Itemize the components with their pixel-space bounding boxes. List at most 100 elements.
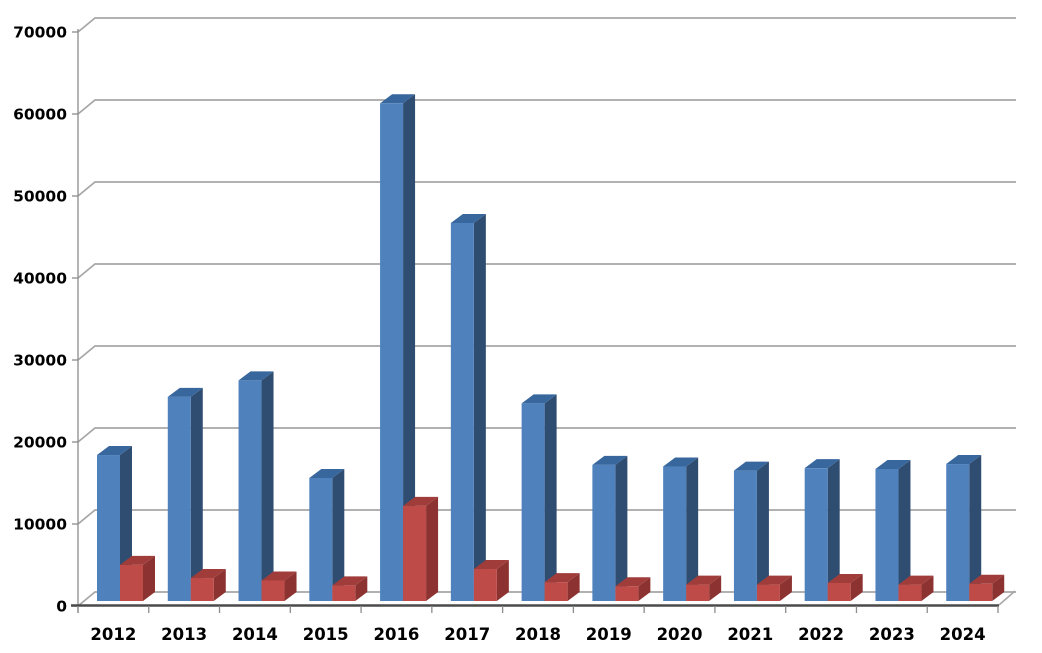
bar-2023-series-2-red-top xyxy=(898,575,934,585)
bar-2016-series-2-red-front xyxy=(403,505,427,601)
bar-2015-series-2-red-front xyxy=(332,585,356,601)
x-axis-label: 2019 xyxy=(586,625,632,644)
bar-2015-series-1-blue-side xyxy=(332,469,345,601)
bar-2022-series-2-red-front xyxy=(827,582,851,601)
bar-2021-series-1-blue-side xyxy=(756,461,769,601)
bar-2019-series-1-blue-top xyxy=(592,455,628,465)
y-axis-label: 10000 xyxy=(13,516,67,534)
bar-2017-series-1-blue-top xyxy=(450,213,486,223)
y-axis-label: 0 xyxy=(56,598,67,616)
bar-2017-series-2-red-top xyxy=(473,560,509,570)
x-axis-label: 2016 xyxy=(373,625,419,644)
bar-2013-series-2-red-front xyxy=(190,578,214,601)
gridline-40000 xyxy=(77,263,1016,279)
bar-2021-series-1-blue-front xyxy=(733,470,757,601)
x-axis-label: 2017 xyxy=(444,625,490,644)
bar-2024-series-2-red-top xyxy=(969,574,1005,584)
bar-2014-series-1-blue-front xyxy=(238,380,262,601)
bar-2023-series-1-blue-top xyxy=(875,459,911,469)
bar-2022-series-2-red-top xyxy=(827,573,863,583)
bar-2015-series-1-blue-top xyxy=(309,469,345,478)
bar-2022-series-2-red-side xyxy=(850,573,863,601)
x-axis-label: 2023 xyxy=(869,625,915,644)
bar-2022-series-1-blue-front xyxy=(804,468,828,601)
bar-2019-series-2-red-top xyxy=(615,577,651,587)
y-axis-label: 40000 xyxy=(13,270,67,288)
y-axis-label: 60000 xyxy=(13,106,67,124)
bar-2021-series-2-red-side xyxy=(779,575,792,601)
bar-2018-series-1-blue-top xyxy=(521,394,557,404)
bar-2013-series-1-blue-side xyxy=(190,387,203,601)
bar-2020-series-2-red-front xyxy=(686,584,710,601)
bar-2014-series-2-red-top xyxy=(261,571,297,581)
bar-2015-series-2-red-top xyxy=(332,576,368,586)
bar-2020-series-1-blue-front xyxy=(663,466,687,601)
bar-2014-series-1-blue-side xyxy=(261,371,274,601)
y-axis-label: 20000 xyxy=(13,434,67,452)
bar-2024-series-1-blue-front xyxy=(946,464,970,601)
bar-2021-series-1-blue-top xyxy=(733,461,769,471)
bar-2012-series-2-red-front xyxy=(120,564,143,601)
bar-2016-series-1-blue-side xyxy=(403,94,416,601)
bar-2015-series-2-red-side xyxy=(355,576,368,601)
gridline-60000 xyxy=(77,99,1016,115)
floor-right-edge xyxy=(998,590,1016,606)
bar-2018-series-2-red-side xyxy=(567,573,580,601)
bar-2016-series-1-blue-front xyxy=(380,103,404,601)
x-axis-label: 2012 xyxy=(90,625,136,644)
bar-2012-series-2-red-side xyxy=(143,555,155,601)
bar-2024-series-1-blue-top xyxy=(946,455,982,465)
bar-2020-series-2-red-side xyxy=(709,575,722,601)
x-axis-label: 2022 xyxy=(798,625,844,644)
bar-2019-series-1-blue-front xyxy=(592,464,616,601)
gridline-30000 xyxy=(77,345,1016,361)
bar-2016-series-2-red-side xyxy=(426,496,439,601)
bar-2013-series-2-red-top xyxy=(190,569,226,579)
x-axis-label: 2013 xyxy=(161,625,207,644)
gridline-20000 xyxy=(77,427,1016,443)
x-axis-label: 2024 xyxy=(940,625,986,644)
bar-2017-series-2-red-side xyxy=(496,560,509,601)
bar-2017-series-1-blue-front xyxy=(450,222,474,602)
bar-2020-series-1-blue-side xyxy=(686,457,699,601)
bar-2021-series-2-red-top xyxy=(756,575,792,585)
x-axis-label: 2021 xyxy=(727,625,773,644)
bar-2019-series-1-blue-side xyxy=(615,455,628,601)
bar-2022-series-1-blue-top xyxy=(804,459,840,469)
bar-2014-series-2-red-side xyxy=(284,571,297,601)
bar-2014-series-1-blue-top xyxy=(238,371,274,381)
bar-2014-series-2-red-front xyxy=(261,580,285,601)
bar-2023-series-1-blue-front xyxy=(875,468,899,601)
bar-2015-series-1-blue-front xyxy=(309,478,333,601)
bar-2019-series-2-red-side xyxy=(638,577,651,601)
bar-2017-series-1-blue-side xyxy=(473,213,486,602)
bar-2017-series-2-red-front xyxy=(473,569,497,601)
y-axis-label: 50000 xyxy=(13,188,67,206)
bar-2020-series-1-blue-top xyxy=(663,457,699,467)
bar-2023-series-1-blue-side xyxy=(898,459,911,601)
bar-2016-series-2-red-top xyxy=(403,496,439,506)
bar-2023-series-2-red-front xyxy=(898,584,922,601)
bar-2012-series-2-red-top xyxy=(120,555,155,565)
y-axis-label: 30000 xyxy=(13,352,67,370)
bar-2018-series-1-blue-side xyxy=(544,394,557,601)
bar-2024-series-1-blue-side xyxy=(969,455,982,601)
gridline-50000 xyxy=(77,181,1016,197)
bar-2013-series-2-red-side xyxy=(213,569,226,601)
bar-2012-series-1-blue-front xyxy=(97,455,120,601)
x-axis-label: 2018 xyxy=(515,625,561,644)
bar-2012-series-1-blue-top xyxy=(97,446,132,456)
x-axis-label: 2015 xyxy=(303,625,349,644)
gridline-70000 xyxy=(77,17,1016,33)
bar-2022-series-1-blue-side xyxy=(827,459,840,601)
x-axis-label: 2014 xyxy=(232,625,278,644)
bar-2023-series-2-red-side xyxy=(921,575,934,601)
bar-2019-series-2-red-front xyxy=(615,586,639,601)
bar-2024-series-2-red-front xyxy=(969,583,993,601)
bar-2016-series-1-blue-top xyxy=(380,94,416,104)
x-axis-label: 2020 xyxy=(657,625,703,644)
bar-2021-series-2-red-front xyxy=(756,584,780,601)
bar-2013-series-1-blue-front xyxy=(167,396,191,601)
y-axis-label: 70000 xyxy=(13,24,67,42)
